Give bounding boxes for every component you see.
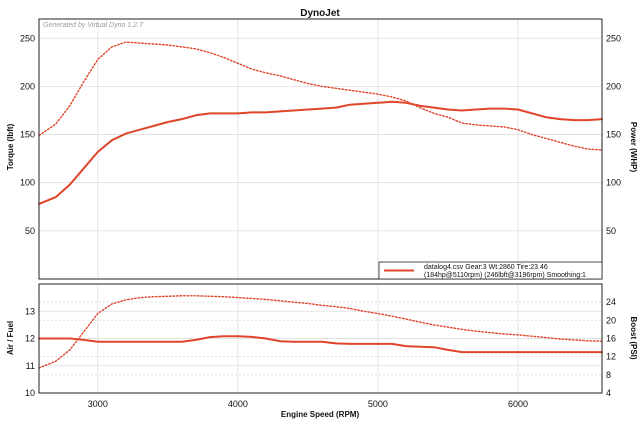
torque-tick-label: 150	[20, 130, 35, 140]
x-axis-label: Engine Speed (RPM)	[281, 410, 360, 419]
power-tick-label: 250	[606, 33, 621, 43]
air-fuel-tick-label: 13	[25, 306, 35, 316]
legend-line-2: (184hp@5110rpm) (246lbft@3196rpm) Smooth…	[424, 272, 586, 279]
watermark: Generated by Virtual Dyno 1.2.7	[43, 22, 144, 29]
legend-box	[378, 261, 603, 280]
top-right-tick-labels: 50 100 150 200 250	[606, 33, 621, 236]
legend-line-1: datalog4.csv Gear:3 Wt:2860 Tire:23.46	[424, 264, 548, 271]
bottom-panel-series	[38, 295, 603, 369]
legend: datalog4.csv Gear:3 Wt:2860 Tire:23.46 (…	[378, 261, 603, 280]
boost-tick-label: 8	[606, 370, 611, 380]
boost-tick-label: 4	[606, 388, 611, 398]
boost-tick-label: 12	[606, 352, 616, 362]
power-tick-label: 100	[606, 178, 621, 188]
air-fuel-tick-label: 11	[26, 361, 35, 371]
top-left-tick-labels: 50 100 150 200 250	[20, 33, 35, 236]
bottom-left-tick-labels: 10 11 12 13	[25, 306, 35, 398]
torque-line	[38, 41, 603, 151]
torque-tick-label: 200	[20, 81, 35, 91]
torque-axis-label: Torque (lbft)	[6, 123, 15, 170]
air-fuel-axis-label: Air / Fuel	[6, 321, 15, 355]
top-panel-frame	[38, 18, 603, 280]
bottom-panel-frame	[38, 283, 603, 394]
boost-tick-label: 16	[606, 334, 616, 344]
bottom-right-tick-labels: 4 8 12 16 20 24	[606, 297, 616, 398]
power-axis-label: Power (WHP)	[629, 122, 638, 173]
chart-title: DynoJet	[300, 8, 340, 19]
air-fuel-line	[38, 335, 603, 354]
rpm-tick-label: 5000	[368, 399, 388, 409]
power-tick-label: 50	[606, 226, 616, 236]
boost-axis-label: Boost (PSI)	[629, 316, 638, 359]
air-fuel-tick-label: 12	[25, 334, 35, 344]
air-fuel-tick-label: 10	[25, 388, 35, 398]
torque-tick-label: 100	[20, 178, 35, 188]
rpm-tick-label: 4000	[228, 399, 248, 409]
rpm-tick-label: 6000	[508, 399, 528, 409]
top-panel-grid	[39, 19, 602, 279]
top-panel-series	[38, 41, 603, 205]
power-tick-label: 150	[606, 130, 621, 140]
boost-tick-label: 20	[606, 315, 616, 325]
torque-tick-label: 250	[20, 33, 35, 43]
power-tick-label: 200	[606, 81, 621, 91]
boost-line	[38, 295, 603, 369]
power-line	[38, 100, 603, 205]
torque-tick-label: 50	[25, 226, 35, 236]
bottom-panel-grid	[39, 284, 602, 394]
x-tick-labels: 3000 4000 5000 6000	[88, 399, 528, 409]
boost-tick-label: 24	[606, 297, 616, 307]
rpm-tick-label: 3000	[88, 399, 108, 409]
